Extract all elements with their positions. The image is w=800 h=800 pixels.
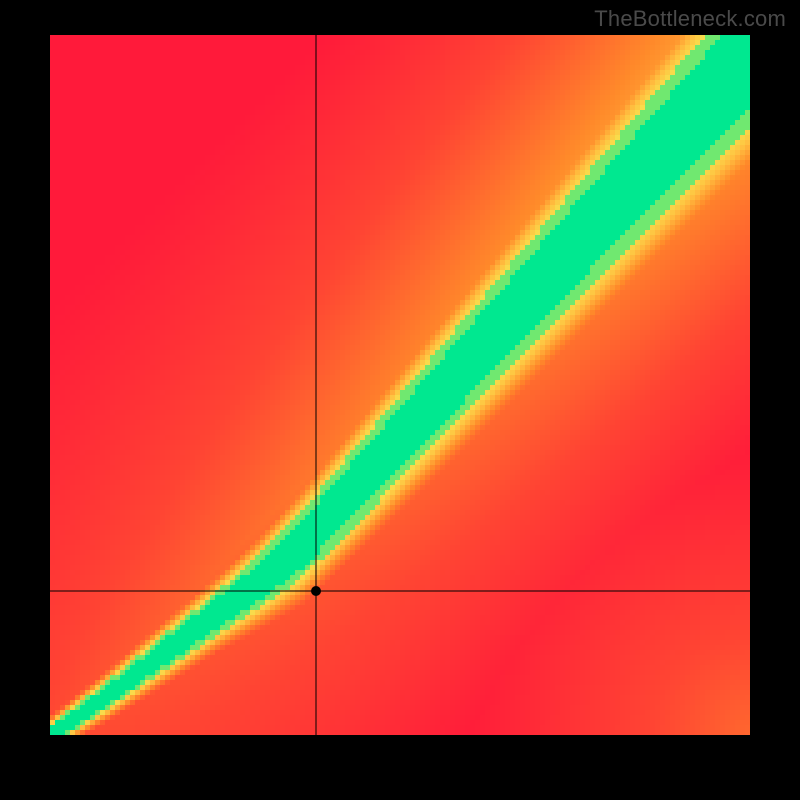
watermark-text: TheBottleneck.com bbox=[594, 6, 786, 32]
heatmap-plot bbox=[50, 35, 750, 735]
chart-container: TheBottleneck.com bbox=[0, 0, 800, 800]
heatmap-canvas bbox=[50, 35, 750, 735]
